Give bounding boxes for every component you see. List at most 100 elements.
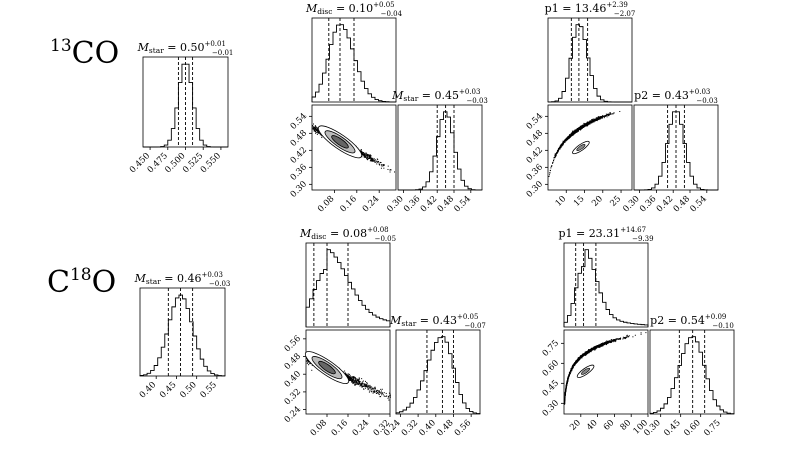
panel-title-text: p1 = 23.31+14.67 −9.39 [558, 226, 653, 243]
y-tick-label: 0.75 [541, 338, 561, 358]
panel-title: p1 = 13.46+2.39 −2.07 [545, 1, 636, 18]
panel-title-text: Mdisc = 0.10+0.05 −0.04 [305, 1, 403, 18]
panel-title: Mdisc = 0.10+0.05 −0.04 [305, 1, 403, 18]
panel-title: p1 = 23.31+14.67 −9.39 [558, 226, 653, 243]
panel-title-text: Mstar = 0.46+0.03 −0.03 [134, 271, 231, 288]
x-tick-label: 0.45 [158, 380, 178, 400]
x-tick-label: 0.36 [402, 194, 422, 214]
x-tick-label: 0.16 [338, 194, 358, 214]
scatter-points [564, 332, 647, 405]
y-tick-label: 0.32 [283, 387, 303, 407]
y-tick-label: 0.48 [283, 352, 303, 372]
panel-frame [305, 329, 391, 415]
x-tick-label: 0.56 [453, 418, 473, 438]
x-tick-label: 0.40 [138, 380, 158, 400]
panel-frame [563, 242, 649, 328]
row-label-sup: 13 [50, 36, 72, 56]
y-tick-label: 0.48 [289, 128, 309, 148]
y-tick-label: 0.24 [283, 405, 303, 425]
panel-title: Mstar = 0.43+0.05 −0.07 [389, 313, 486, 330]
x-tick-label: 0.16 [330, 418, 350, 438]
x-tick-label: 80 [619, 418, 634, 433]
x-tick-label: 0.08 [309, 418, 329, 438]
scatter-points [548, 110, 621, 178]
contour-level [581, 367, 591, 375]
y-tick-label: 0.48 [525, 128, 545, 148]
panel-frame [547, 104, 633, 191]
row-label-pre: C [47, 265, 70, 300]
row-label-sup: 18 [70, 265, 92, 285]
x-tick-label: 10 [554, 194, 569, 209]
y-tick-label: 0.60 [541, 358, 561, 378]
y-tick-label: 0.40 [283, 369, 303, 389]
x-tick-label: 0.30 [385, 194, 405, 214]
panel-title: p2 = 0.54+0.09 −0.10 [650, 313, 734, 330]
panel-title-text: Mstar = 0.50+0.01 −0.01 [137, 40, 234, 57]
x-tick-label: 0.42 [419, 194, 439, 214]
x-tick-label: 20 [590, 194, 605, 209]
panel-frame [395, 329, 481, 415]
row-label-main: O [92, 265, 117, 300]
histogram-steps [649, 336, 735, 415]
contour-level [318, 360, 336, 375]
histogram-steps [139, 294, 226, 377]
x-tick-label: 0.550 [199, 151, 223, 175]
y-tick-label: 0.36 [525, 162, 545, 182]
x-tick-label: 0.54 [452, 194, 472, 214]
panel-frame [563, 329, 649, 415]
x-tick-label: 0.30 [621, 194, 641, 214]
contour-level [331, 135, 349, 149]
x-tick-label: 0.75 [702, 418, 722, 438]
x-tick-label: 0.60 [682, 418, 702, 438]
x-tick-label: 0.24 [351, 418, 371, 438]
histogram-steps [563, 249, 649, 327]
row-label-main: CO [72, 36, 120, 71]
y-tick-label: 0.30 [289, 179, 309, 199]
x-tick-label: 0.32 [400, 418, 420, 438]
y-tick-label: 0.30 [525, 179, 545, 199]
x-tick-label: 0.48 [436, 194, 456, 214]
panel-frame [547, 17, 633, 103]
row-label-c18o: C18O [47, 265, 116, 300]
panel-title: Mstar = 0.45+0.03 −0.03 [391, 88, 488, 105]
histogram-steps [395, 336, 481, 415]
panel-title: p2 = 0.43+0.03 −0.03 [634, 88, 718, 105]
y-tick-label: 0.36 [289, 162, 309, 182]
x-tick-label: 0.42 [655, 194, 675, 214]
panel-title-text: Mstar = 0.43+0.05 −0.07 [389, 313, 486, 330]
y-tick-label: 0.56 [283, 334, 303, 354]
y-tick-label: 0.54 [289, 111, 309, 131]
y-tick-label: 0.45 [541, 378, 561, 398]
x-tick-label: 40 [585, 418, 600, 433]
panel-title: Mstar = 0.46+0.03 −0.03 [134, 271, 231, 288]
contour-level [576, 144, 586, 151]
panel-title: Mstar = 0.50+0.01 −0.01 [137, 40, 234, 57]
row-label-13co: 13CO [50, 36, 119, 71]
panel-title-text: Mstar = 0.45+0.03 −0.03 [391, 88, 488, 105]
panel-title-text: p2 = 0.43+0.03 −0.03 [634, 88, 718, 105]
x-tick-label: 0.54 [688, 194, 708, 214]
x-tick-label: 0.55 [199, 380, 219, 400]
histogram-steps [547, 24, 632, 103]
x-tick-label: 0.08 [316, 194, 336, 214]
y-tick-label: 0.30 [541, 398, 561, 418]
panel-frame [397, 104, 483, 191]
x-tick-label: 0.24 [361, 194, 381, 214]
panel-title-text: p1 = 13.46+2.39 −2.07 [545, 1, 636, 18]
y-tick-label: 0.54 [525, 111, 545, 131]
panel-title: Mdisc = 0.08+0.08 −0.05 [299, 226, 396, 243]
x-tick-label: 15 [572, 194, 587, 209]
x-tick-label: 0.48 [672, 194, 692, 214]
panel-frame [311, 104, 397, 191]
panel-frame [649, 329, 735, 415]
panel-title-text: p2 = 0.54+0.09 −0.10 [650, 313, 734, 330]
histogram-steps [398, 111, 483, 191]
x-tick-label: 20 [568, 418, 583, 433]
x-tick-label: 0.48 [435, 418, 455, 438]
y-tick-label: 0.42 [525, 145, 545, 165]
y-tick-label: 0.42 [289, 145, 309, 165]
x-tick-label: 0.36 [638, 194, 658, 214]
panel-frame [139, 287, 226, 377]
x-tick-label: 0.45 [662, 418, 682, 438]
